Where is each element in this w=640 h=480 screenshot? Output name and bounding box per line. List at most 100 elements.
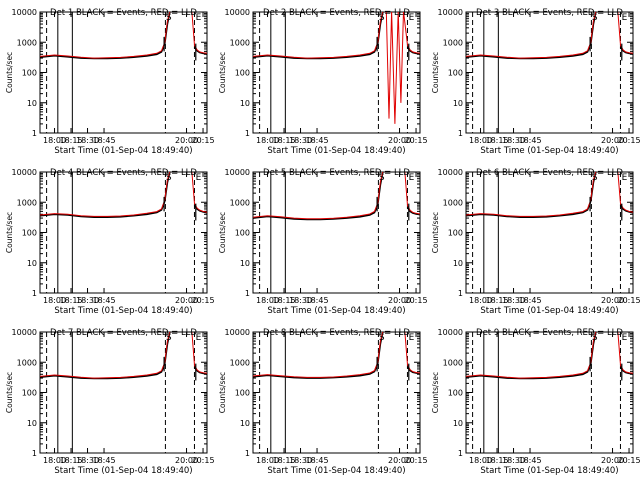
- marker-e: E: [409, 13, 415, 23]
- y-tick-label: 10: [453, 419, 463, 428]
- marker-s: S: [166, 13, 172, 23]
- y-tick-label: 10000: [225, 168, 250, 177]
- y-tick-label: 10: [27, 419, 37, 428]
- marker-s: S: [166, 333, 172, 343]
- x-tick-label: 18:45: [518, 296, 541, 305]
- x-tick-label: 20:00: [388, 136, 411, 145]
- panel-title: Det 3 BLACK = Events, RED = LLD: [476, 8, 623, 18]
- y-tick-label: 10: [453, 259, 463, 268]
- y-tick-label: 100: [22, 389, 37, 398]
- y-axis-label: Counts/sec: [5, 212, 14, 253]
- y-tick-label: 1: [458, 289, 463, 298]
- x-tick-label: 20:00: [601, 136, 624, 145]
- x-tick-label: 18:15: [59, 136, 82, 145]
- y-tick-label: 1000: [17, 358, 37, 367]
- x-tick-label: 18:45: [518, 136, 541, 145]
- y-axis-label: Counts/sec: [431, 212, 440, 253]
- marker-s: S: [166, 173, 172, 183]
- panel-title: Det 5 BLACK = Events, RED = LLD: [263, 168, 410, 178]
- series-group: [40, 172, 207, 221]
- x-tick-label: 18:15: [485, 296, 508, 305]
- x-tick-label: 18:45: [305, 136, 328, 145]
- x-tick-label: 18:00: [43, 296, 66, 305]
- panel-title: Det 7 BLACK = Events, RED = LLD: [50, 328, 197, 338]
- series-group: [466, 12, 633, 61]
- x-tick-label: 20:15: [192, 136, 215, 145]
- x-tick-label: 18:00: [256, 136, 279, 145]
- y-tick-label: 10: [27, 99, 37, 108]
- x-tick-label: 20:00: [175, 296, 198, 305]
- y-tick-label: 1: [32, 449, 37, 458]
- x-tick-label: 18:15: [485, 136, 508, 145]
- y-tick-label: 10000: [438, 328, 463, 337]
- marker-s: S: [379, 173, 385, 183]
- x-tick-label: 18:30: [289, 296, 312, 305]
- x-tick-label: 18:15: [59, 456, 82, 465]
- x-tick-label: 18:00: [43, 456, 66, 465]
- marker-e: E: [409, 333, 415, 343]
- x-tick-label: 18:45: [305, 296, 328, 305]
- y-tick-label: 100: [448, 389, 463, 398]
- y-tick-label: 100: [448, 229, 463, 238]
- x-tick-label: 18:00: [469, 456, 492, 465]
- x-tick-label: 18:00: [256, 296, 279, 305]
- series-group: [40, 332, 207, 381]
- marker-e: E: [196, 173, 202, 183]
- panel-title: Det 8 BLACK = Events, RED = LLD: [263, 328, 410, 338]
- marker-e: E: [622, 13, 628, 23]
- y-tick-label: 10: [240, 419, 250, 428]
- y-tick-label: 1: [32, 129, 37, 138]
- y-axis-label: Counts/sec: [218, 212, 227, 253]
- x-tick-label: 20:00: [388, 456, 411, 465]
- lld-line: [253, 12, 420, 124]
- x-tick-label: 18:30: [502, 296, 525, 305]
- x-axis-label: Start Time (01-Sep-04 18:49:40): [480, 306, 618, 316]
- panel-title: Det 6 BLACK = Events, RED = LLD: [476, 168, 623, 178]
- y-tick-label: 100: [235, 389, 250, 398]
- y-tick-label: 10000: [438, 8, 463, 17]
- y-tick-label: 1000: [230, 358, 250, 367]
- y-tick-label: 100: [22, 69, 37, 78]
- x-tick-label: 20:00: [601, 456, 624, 465]
- y-tick-label: 1000: [230, 198, 250, 207]
- marker-e: E: [622, 333, 628, 343]
- y-tick-label: 1: [245, 449, 250, 458]
- panel-title: Det 1 BLACK = Events, RED = LLD: [50, 8, 197, 18]
- panel-title: Det 9 BLACK = Events, RED = LLD: [476, 328, 623, 338]
- marker-e: E: [622, 173, 628, 183]
- marker-s: S: [379, 333, 385, 343]
- y-tick-label: 100: [448, 69, 463, 78]
- x-tick-label: 18:30: [289, 136, 312, 145]
- series-group: [253, 12, 420, 124]
- x-tick-label: 20:15: [192, 296, 215, 305]
- y-tick-label: 1000: [443, 38, 463, 47]
- x-tick-label: 20:15: [618, 456, 640, 465]
- y-axis-label: Counts/sec: [431, 372, 440, 413]
- y-tick-label: 10000: [12, 328, 37, 337]
- y-tick-label: 10: [240, 259, 250, 268]
- x-axis-label: Start Time (01-Sep-04 18:49:40): [480, 466, 618, 476]
- y-tick-label: 10000: [12, 168, 37, 177]
- y-axis-label: Counts/sec: [5, 372, 14, 413]
- y-tick-label: 1000: [230, 38, 250, 47]
- marker-s: S: [592, 173, 598, 183]
- x-tick-label: 20:00: [175, 136, 198, 145]
- y-tick-label: 1: [245, 289, 250, 298]
- x-tick-label: 20:00: [388, 296, 411, 305]
- x-tick-label: 18:15: [272, 456, 295, 465]
- x-axis-label: Start Time (01-Sep-04 18:49:40): [267, 306, 405, 316]
- y-tick-label: 1: [458, 129, 463, 138]
- panel-title: Det 4 BLACK = Events, RED = LLD: [50, 168, 197, 178]
- x-tick-label: 18:45: [518, 456, 541, 465]
- x-tick-label: 18:15: [485, 456, 508, 465]
- x-tick-label: 18:00: [43, 136, 66, 145]
- series-group: [253, 332, 420, 381]
- y-tick-label: 100: [22, 229, 37, 238]
